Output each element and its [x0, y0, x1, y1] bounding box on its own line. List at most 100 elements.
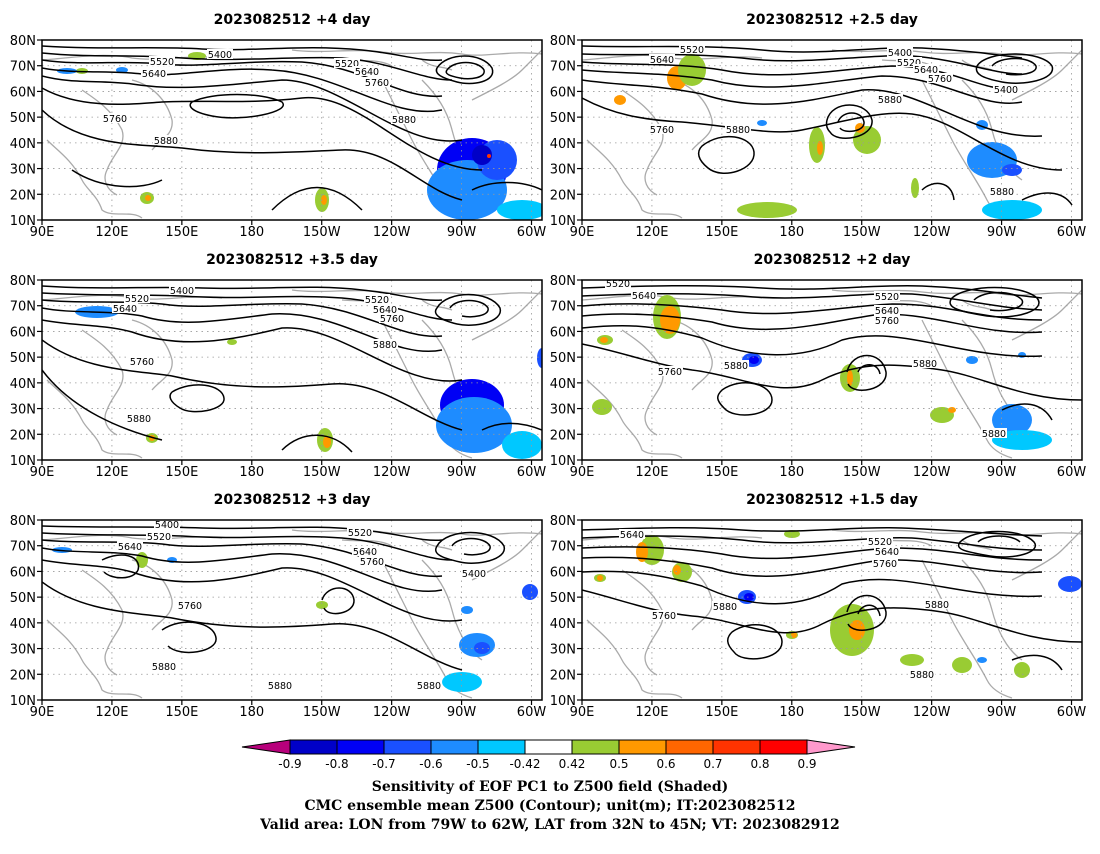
z500-contour — [582, 97, 1063, 171]
lon-tick-label: 120W — [373, 225, 411, 240]
panel-title: 2023082512 +3.5 day — [206, 252, 378, 268]
sensitivity-shading — [1014, 662, 1030, 678]
caption-line-2: CMC ensemble mean Z500 (Contour); unit(m… — [305, 798, 796, 814]
caption-line-3: Valid area: LON from 79W to 62W, LAT fro… — [259, 817, 840, 833]
lon-tick-label: 150W — [303, 705, 341, 720]
z500-contour — [975, 53, 1054, 84]
z500-contour — [434, 293, 501, 326]
sensitivity-shading — [737, 202, 797, 218]
contour-label: 5520 — [335, 59, 359, 70]
z500-contour — [42, 75, 463, 142]
colorbar-label: 0.6 — [656, 757, 675, 771]
z500-contour — [846, 354, 887, 391]
contour-label: 5880 — [724, 361, 748, 372]
lat-tick-label: 60N — [10, 85, 36, 100]
colorbar-cell — [618, 739, 667, 755]
sensitivity-shading — [474, 642, 490, 654]
contour-label: 5880 — [878, 95, 902, 106]
lon-tick-label: 90E — [570, 465, 595, 480]
z500-contour — [435, 55, 494, 85]
lat-tick-label: 20N — [10, 188, 36, 203]
z500-contour — [717, 382, 773, 416]
sensitivity-shading — [1058, 576, 1082, 592]
lon-tick-label: 180 — [779, 465, 804, 480]
contour-label: 5760 — [650, 125, 674, 136]
z500-contour — [582, 284, 1043, 299]
contour-label: 5880 — [982, 429, 1006, 440]
contour-label: 5880 — [417, 681, 441, 692]
z500-contour — [42, 307, 443, 353]
z500-contour — [857, 604, 881, 617]
contour-label: 5640 — [650, 55, 674, 66]
colorbar-label: -0.42 — [509, 757, 540, 771]
lat-tick-label: 40N — [550, 377, 576, 392]
contour-label: 5760 — [365, 78, 389, 89]
sensitivity-shading — [982, 200, 1042, 220]
z500-contour — [42, 369, 163, 441]
z500-contour — [42, 547, 443, 593]
lat-tick-label: 70N — [10, 540, 36, 555]
sensitivity-shading — [911, 178, 919, 198]
lon-tick-label: 120W — [913, 465, 951, 480]
lon-tick-label: 120E — [95, 465, 128, 480]
z500-contour — [42, 109, 463, 201]
sensitivity-shading — [442, 672, 482, 692]
sensitivity-shading — [227, 339, 237, 345]
sensitivity-shading — [847, 370, 853, 386]
coastline — [46, 619, 143, 699]
z500-contour — [161, 621, 217, 654]
z500-contour — [582, 292, 1043, 311]
sensitivity-shading — [791, 632, 797, 638]
sensitivity-shading — [522, 584, 538, 600]
lon-tick-label: 90W — [987, 465, 1017, 480]
colorbar-label: 0.9 — [797, 757, 816, 771]
coastline — [1011, 529, 1082, 581]
lon-tick-label: 180 — [239, 705, 264, 720]
lat-tick-label: 10N — [550, 214, 576, 229]
colorbar-label: 0.8 — [750, 757, 769, 771]
contour-label: 5880 — [152, 662, 176, 673]
map-panel-1: 2023082512 +4 day54005520564055205640576… — [10, 12, 547, 240]
contour-label: 5760 — [928, 74, 952, 85]
contour-label: 5760 — [658, 367, 682, 378]
colorbar: -0.9 -0.8 -0.7 -0.6 -0.5 -0.42 0.42 0.5 0.6 0.7 0.… — [241, 739, 856, 771]
z500-contour — [837, 112, 865, 133]
z500-contour — [921, 182, 955, 201]
contour-label: 5520 — [875, 292, 899, 303]
colorbar-label: 0.5 — [609, 757, 628, 771]
lat-tick-label: 30N — [10, 643, 36, 658]
z500-contour — [101, 554, 140, 579]
lat-tick-label: 20N — [550, 668, 576, 683]
contour-label: 5880 — [154, 136, 178, 147]
coastline — [831, 49, 1082, 56]
lat-tick-label: 10N — [10, 694, 36, 709]
contour-label: 5880 — [910, 670, 934, 681]
lon-tick-label: 180 — [239, 465, 264, 480]
lat-tick-label: 60N — [10, 565, 36, 580]
lon-tick-label: 60W — [517, 705, 547, 720]
contour-label: 5640 — [373, 305, 397, 316]
colorbar-cell — [665, 739, 714, 755]
lon-tick-label: 180 — [779, 705, 804, 720]
z500-contour — [582, 546, 1043, 561]
contour-label: 5520 — [868, 537, 892, 548]
sensitivity-shading — [323, 436, 331, 448]
sensitivity-shading — [472, 145, 492, 165]
z500-contour — [42, 339, 463, 431]
z500-contour — [169, 384, 225, 413]
contour-label: 5400 — [155, 520, 179, 531]
sensitivity-shading — [784, 530, 800, 538]
contour-label: 5640 — [620, 530, 644, 541]
sensitivity-shading — [497, 200, 542, 220]
coastline — [471, 289, 542, 341]
colorbar-label: -0.9 — [278, 757, 301, 771]
coastline — [81, 329, 124, 436]
lon-tick-label: 90E — [30, 705, 55, 720]
lon-tick-label: 120E — [95, 225, 128, 240]
z500-contour — [582, 535, 1043, 551]
z500-contour — [42, 285, 443, 302]
z500-contour — [582, 69, 1023, 104]
contour-label: 5760 — [875, 316, 899, 327]
map-plot-area: 5400552056405520564057605400576058805880… — [42, 520, 542, 700]
